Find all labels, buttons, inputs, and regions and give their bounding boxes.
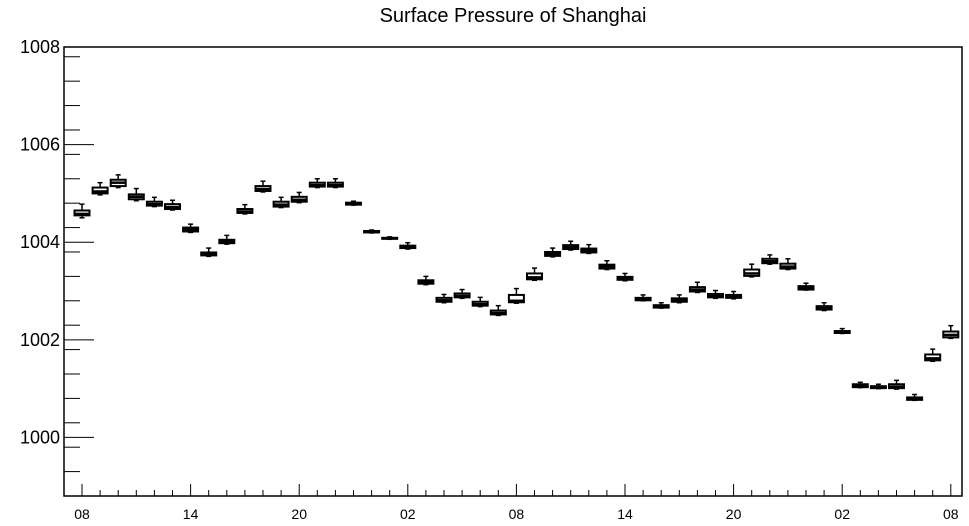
box-plot <box>236 203 254 215</box>
box-plot <box>688 281 706 294</box>
box-plot <box>182 223 200 234</box>
y-tick-label: 1000 <box>20 427 60 447</box>
box-plot <box>326 178 344 189</box>
box-plot <box>616 272 634 282</box>
box-plot <box>526 267 543 282</box>
box-plot <box>797 282 815 291</box>
box-plot <box>670 294 688 304</box>
box-plot <box>127 187 145 202</box>
box-plot <box>507 287 525 304</box>
x-tick-label: 14 <box>617 506 633 522</box>
box-plot <box>218 234 236 245</box>
box-plot <box>164 199 181 211</box>
box-plot <box>888 379 905 390</box>
box-plot <box>381 236 399 241</box>
box-body <box>507 293 525 304</box>
box-plot <box>924 348 942 363</box>
y-axis: 1000 1002 1004 1006 1008 <box>20 37 94 497</box>
x-tick-label: 08 <box>943 506 959 522</box>
y-tick-label: 1006 <box>20 135 60 155</box>
box-plot <box>435 293 453 304</box>
x-tick-label: 02 <box>834 506 850 522</box>
box-plot <box>73 203 91 219</box>
box-plot <box>544 247 562 258</box>
box-plot <box>417 275 435 286</box>
x-axis: 08 14 20 02 08 14 20 02 08 <box>74 484 959 522</box>
box-plot <box>725 290 743 300</box>
box-plot <box>91 181 109 196</box>
box-plot <box>942 324 960 340</box>
box-plot <box>743 263 761 278</box>
box-plot <box>109 174 127 189</box>
box-plot <box>869 383 887 390</box>
box-plot <box>399 241 417 250</box>
box-plot <box>471 296 489 308</box>
box-plot <box>815 301 833 312</box>
box-plot <box>652 301 670 309</box>
y-tick-label: 1004 <box>20 232 60 252</box>
x-tick-label: 20 <box>291 506 307 522</box>
box-plot <box>779 258 797 271</box>
box-plot <box>363 229 381 234</box>
box-plot <box>345 200 362 206</box>
box-plot <box>145 196 163 208</box>
box-plot <box>308 178 326 189</box>
box-plot <box>833 327 851 335</box>
box-plot <box>453 288 471 300</box>
box-plot <box>290 191 308 204</box>
box-plot <box>707 289 724 300</box>
box-plot <box>562 240 580 251</box>
x-tick-label: 08 <box>509 506 525 522</box>
x-tick-label: 02 <box>400 506 416 522</box>
box-plot <box>272 196 290 209</box>
box-series <box>73 174 960 402</box>
plot-frame <box>63 46 963 497</box>
x-tick-label: 20 <box>726 506 742 522</box>
box-plot <box>580 243 598 255</box>
plot-axes <box>63 46 963 497</box>
y-tick-label: 1008 <box>20 37 60 57</box>
box-plot <box>851 381 869 389</box>
box-plot <box>761 254 779 265</box>
y-tick-label: 1002 <box>20 330 60 350</box>
box-plot <box>254 180 272 193</box>
box-plot <box>906 393 924 402</box>
box-plot <box>598 260 616 271</box>
x-tick-label: 08 <box>74 506 90 522</box>
box-plot <box>200 247 218 258</box>
chart-title: Surface Pressure of Shanghai <box>380 5 647 27</box>
box-plot <box>489 304 507 317</box>
x-tick-label: 14 <box>183 506 199 522</box>
box-plot <box>634 294 652 302</box>
